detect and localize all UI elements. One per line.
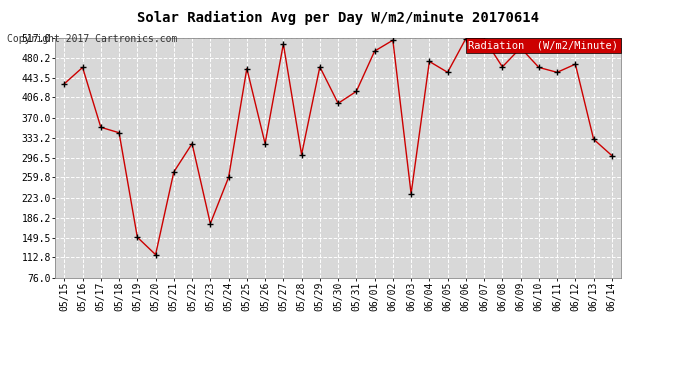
Text: Copyright 2017 Cartronics.com: Copyright 2017 Cartronics.com: [7, 34, 177, 44]
Text: Solar Radiation Avg per Day W/m2/minute 20170614: Solar Radiation Avg per Day W/m2/minute …: [137, 11, 539, 26]
Text: Radiation  (W/m2/Minute): Radiation (W/m2/Minute): [469, 40, 618, 50]
